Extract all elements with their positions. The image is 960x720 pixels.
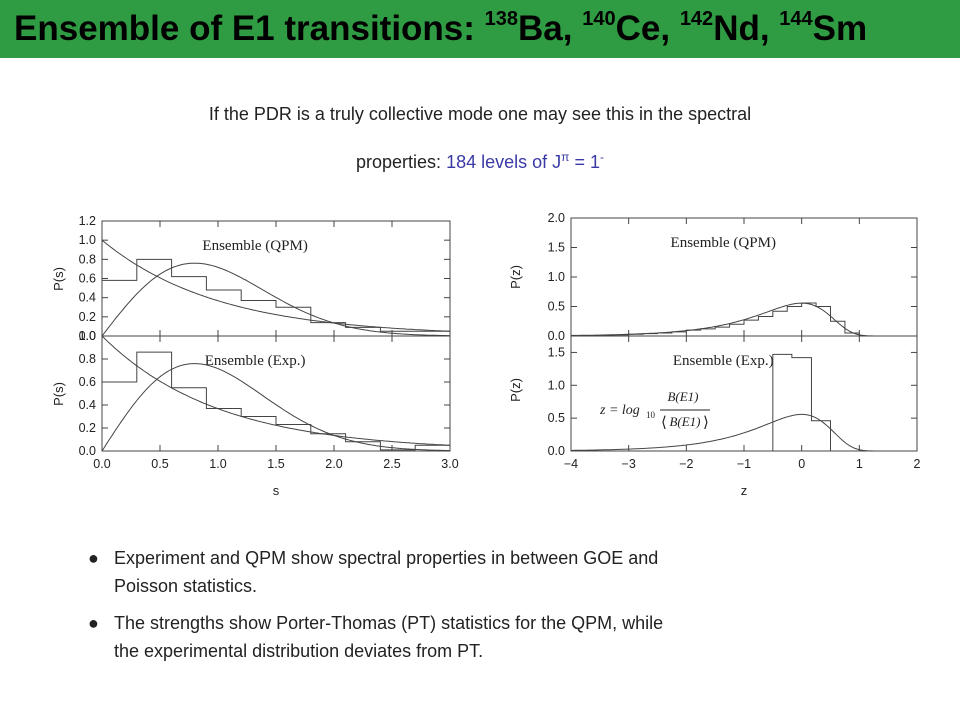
levels-equation: = 1 bbox=[569, 152, 600, 172]
y-tick-label: 1.5 bbox=[548, 345, 565, 359]
slide-title: Ensemble of E1 transitions: 138Ba, 140Ce… bbox=[14, 4, 867, 54]
x-tick-label: 2 bbox=[914, 457, 921, 471]
y-tick-label: 0.5 bbox=[548, 300, 565, 314]
y-tick-label: 2.0 bbox=[548, 211, 565, 225]
y-tick-label: 1.0 bbox=[548, 270, 565, 284]
x-tick-label: −3 bbox=[622, 457, 636, 471]
y-axis-label: P(s) bbox=[51, 267, 66, 291]
element-symbol: Sm bbox=[812, 9, 868, 48]
y-tick-label: 0.4 bbox=[79, 291, 96, 305]
wigner-curve bbox=[101, 363, 450, 452]
title-separator: , bbox=[759, 9, 780, 48]
title-prefix: Ensemble of E1 transitions: bbox=[14, 9, 485, 48]
y-tick-label: 0.2 bbox=[79, 310, 96, 324]
x-tick-label: 0.5 bbox=[151, 457, 168, 471]
bullet-line: the experimental distribution deviates f… bbox=[114, 641, 484, 661]
bullet-line: The strengths show Porter-Thomas (PT) st… bbox=[114, 613, 664, 633]
formula: z = log 10 B(E1) ⟨ B(E1) ⟩ bbox=[599, 389, 710, 431]
y-tick-label: 1.0 bbox=[79, 329, 96, 343]
y-tick-label: 0.6 bbox=[79, 272, 96, 286]
pi-symbol: π bbox=[561, 150, 570, 164]
bullet-icon: ● bbox=[88, 548, 99, 568]
title-bar: Ensemble of E1 transitions: 138Ba, 140Ce… bbox=[0, 0, 960, 58]
y-tick-label: 0.8 bbox=[79, 252, 96, 266]
x-tick-label: 0 bbox=[798, 457, 805, 471]
y-tick-label: 0.5 bbox=[548, 411, 565, 425]
panel-label: Ensemble (Exp.) bbox=[205, 353, 306, 369]
y-axis-label: P(z) bbox=[508, 265, 523, 289]
bullet-line: Poisson statistics. bbox=[114, 576, 258, 596]
formula-subscript: 10 bbox=[646, 410, 656, 420]
x-tick-label: 2.5 bbox=[383, 457, 400, 471]
y-axis-label: P(s) bbox=[51, 382, 66, 406]
levels-text: 184 levels of J bbox=[446, 152, 562, 172]
y-tick-label: 0.2 bbox=[79, 421, 96, 435]
formula-lhs: z = log bbox=[599, 403, 640, 418]
porter-thomas-curve bbox=[571, 413, 917, 452]
intro-line-1: If the PDR is a truly collective mode on… bbox=[208, 104, 752, 124]
poisson-curve bbox=[101, 335, 451, 446]
title-separator: , bbox=[660, 9, 680, 48]
y-tick-label: 1.2 bbox=[79, 214, 96, 228]
formula-denominator: B(E1) bbox=[669, 414, 700, 429]
y-tick-label: 1.0 bbox=[548, 378, 565, 392]
x-tick-label: 3.0 bbox=[441, 457, 458, 471]
parity-sign: - bbox=[599, 150, 604, 164]
x-axis-label: z bbox=[741, 483, 748, 498]
panel-label: Ensemble (QPM) bbox=[202, 238, 307, 254]
y-tick-label: 0.4 bbox=[79, 398, 96, 412]
mass-number: 140 bbox=[582, 8, 616, 31]
y-tick-label: 0.0 bbox=[79, 329, 96, 343]
poisson-curve bbox=[101, 239, 451, 332]
bullet-list: ● Experiment and QPM show spectral prope… bbox=[88, 544, 888, 674]
x-tick-label: 1.5 bbox=[267, 457, 284, 471]
x-tick-label: 1 bbox=[856, 457, 863, 471]
intro-line-2: properties: 184 levels of Jπ = 1- bbox=[0, 150, 960, 173]
panel-label: Ensemble (Exp.) bbox=[673, 353, 774, 369]
x-tick-label: 1.0 bbox=[209, 457, 226, 471]
formula-rangle: ⟩ bbox=[703, 415, 709, 431]
element-symbol: Ce bbox=[615, 9, 661, 48]
y-tick-label: 0.8 bbox=[79, 352, 96, 366]
y-tick-label: 1.5 bbox=[548, 241, 565, 255]
element-symbol: Ba bbox=[518, 9, 563, 48]
histogram-bars bbox=[101, 351, 451, 451]
histogram-bars bbox=[772, 353, 831, 451]
intro-prefix: properties: bbox=[356, 152, 442, 172]
y-tick-label: 0.0 bbox=[548, 329, 565, 343]
levels-highlight: 184 levels of Jπ = 1- bbox=[446, 150, 604, 172]
bullet-line: Experiment and QPM show spectral propert… bbox=[114, 548, 659, 568]
title-separator: , bbox=[562, 9, 583, 48]
panel-label: Ensemble (QPM) bbox=[671, 235, 776, 251]
wigner-curve bbox=[101, 262, 450, 337]
x-tick-label: −4 bbox=[564, 457, 578, 471]
y-tick-label: 0.0 bbox=[548, 444, 565, 458]
x-axis-label: s bbox=[273, 483, 280, 498]
bullet-item: ● The strengths show Porter-Thomas (PT) … bbox=[88, 609, 888, 665]
mass-number: 142 bbox=[679, 8, 714, 31]
formula-numerator: B(E1) bbox=[667, 389, 698, 404]
formula-langle: ⟨ bbox=[661, 415, 667, 431]
x-tick-label: −1 bbox=[737, 457, 751, 471]
y-tick-label: 0.6 bbox=[79, 375, 96, 389]
mass-number: 138 bbox=[484, 8, 519, 31]
element-symbol: Nd bbox=[713, 9, 760, 48]
x-tick-label: 0.0 bbox=[93, 457, 110, 471]
bullet-icon: ● bbox=[88, 613, 99, 633]
porter-thomas-curve bbox=[570, 302, 917, 337]
y-tick-label: 1.0 bbox=[79, 233, 96, 247]
bullet-item: ● Experiment and QPM show spectral prope… bbox=[88, 544, 888, 600]
y-axis-label: P(z) bbox=[508, 378, 523, 402]
histogram-bars bbox=[101, 258, 451, 336]
y-tick-label: 0.0 bbox=[79, 444, 96, 458]
mass-number: 144 bbox=[779, 8, 813, 31]
x-tick-label: 2.0 bbox=[325, 457, 342, 471]
x-tick-label: −2 bbox=[679, 457, 693, 471]
